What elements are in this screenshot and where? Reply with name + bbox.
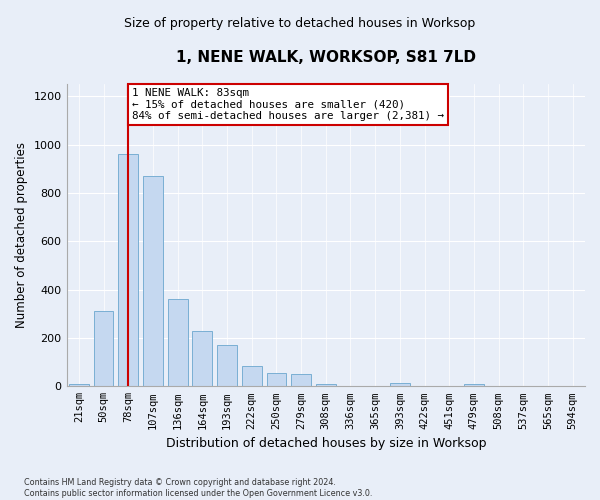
Bar (266, 373, 286, 386)
Bar (118, 154, 138, 386)
Y-axis label: Number of detached properties: Number of detached properties (15, 142, 28, 328)
X-axis label: Distribution of detached houses by size in Worksop: Distribution of detached houses by size … (166, 437, 486, 450)
Bar (217, 345, 237, 387)
Bar (316, 384, 335, 386)
Bar (242, 366, 262, 386)
Bar (168, 300, 188, 386)
Bar (193, 330, 212, 386)
Title: 1, NENE WALK, WORKSOP, S81 7LD: 1, NENE WALK, WORKSOP, S81 7LD (176, 50, 476, 65)
Text: Contains HM Land Registry data © Crown copyright and database right 2024.
Contai: Contains HM Land Registry data © Crown c… (24, 478, 373, 498)
Bar (390, 382, 410, 386)
Text: 1 NENE WALK: 83sqm
← 15% of detached houses are smaller (420)
84% of semi-detach: 1 NENE WALK: 83sqm ← 15% of detached hou… (132, 88, 444, 121)
Bar (94, 312, 113, 386)
Bar (464, 384, 484, 386)
Bar (291, 374, 311, 386)
Bar (69, 384, 89, 386)
Text: Size of property relative to detached houses in Worksop: Size of property relative to detached ho… (124, 18, 476, 30)
Bar (143, 176, 163, 386)
